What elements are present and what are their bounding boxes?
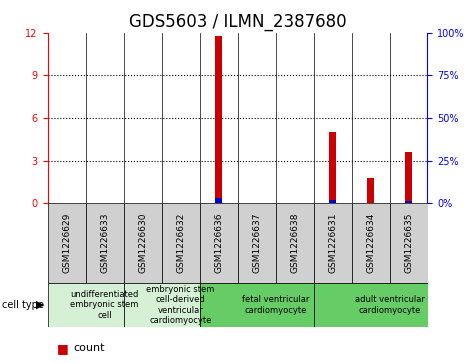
Bar bbox=[200, 203, 238, 283]
Text: count: count bbox=[74, 343, 105, 354]
Bar bbox=[390, 203, 428, 283]
Title: GDS5603 / ILMN_2387680: GDS5603 / ILMN_2387680 bbox=[129, 13, 346, 31]
Text: GSM1226630: GSM1226630 bbox=[138, 213, 147, 273]
Text: GSM1226629: GSM1226629 bbox=[62, 213, 71, 273]
Bar bbox=[405, 200, 412, 203]
Text: GSM1226631: GSM1226631 bbox=[328, 213, 337, 273]
Bar bbox=[352, 203, 390, 283]
Text: cell type: cell type bbox=[2, 300, 44, 310]
Text: GSM1226638: GSM1226638 bbox=[290, 213, 299, 273]
Text: fetal ventricular
cardiomyocyte: fetal ventricular cardiomyocyte bbox=[242, 295, 309, 315]
Text: undifferentiated
embryonic stem
cell: undifferentiated embryonic stem cell bbox=[70, 290, 139, 320]
Bar bbox=[124, 203, 162, 283]
Bar bbox=[329, 132, 336, 203]
Bar bbox=[329, 200, 336, 203]
Text: embryonic stem
cell-derived
ventricular
cardiomyocyte: embryonic stem cell-derived ventricular … bbox=[146, 285, 215, 325]
Bar bbox=[215, 198, 222, 203]
Bar bbox=[86, 203, 124, 283]
Text: GSM1226637: GSM1226637 bbox=[252, 213, 261, 273]
Bar bbox=[48, 283, 124, 327]
Bar bbox=[215, 36, 222, 203]
Bar bbox=[162, 203, 199, 283]
Text: GSM1226632: GSM1226632 bbox=[176, 213, 185, 273]
Text: ▶: ▶ bbox=[36, 300, 45, 310]
Text: GSM1226635: GSM1226635 bbox=[404, 213, 413, 273]
Bar bbox=[314, 203, 352, 283]
Bar bbox=[314, 283, 428, 327]
Bar bbox=[276, 203, 314, 283]
Text: GSM1226634: GSM1226634 bbox=[366, 213, 375, 273]
Text: ■: ■ bbox=[57, 342, 69, 355]
Bar bbox=[200, 283, 314, 327]
Bar bbox=[48, 203, 86, 283]
Text: adult ventricular
cardiomyocyte: adult ventricular cardiomyocyte bbox=[354, 295, 425, 315]
Text: GSM1226633: GSM1226633 bbox=[100, 213, 109, 273]
Bar bbox=[405, 152, 412, 203]
Bar bbox=[238, 203, 276, 283]
Bar bbox=[367, 178, 374, 203]
Text: GSM1226636: GSM1226636 bbox=[214, 213, 223, 273]
Bar bbox=[124, 283, 200, 327]
